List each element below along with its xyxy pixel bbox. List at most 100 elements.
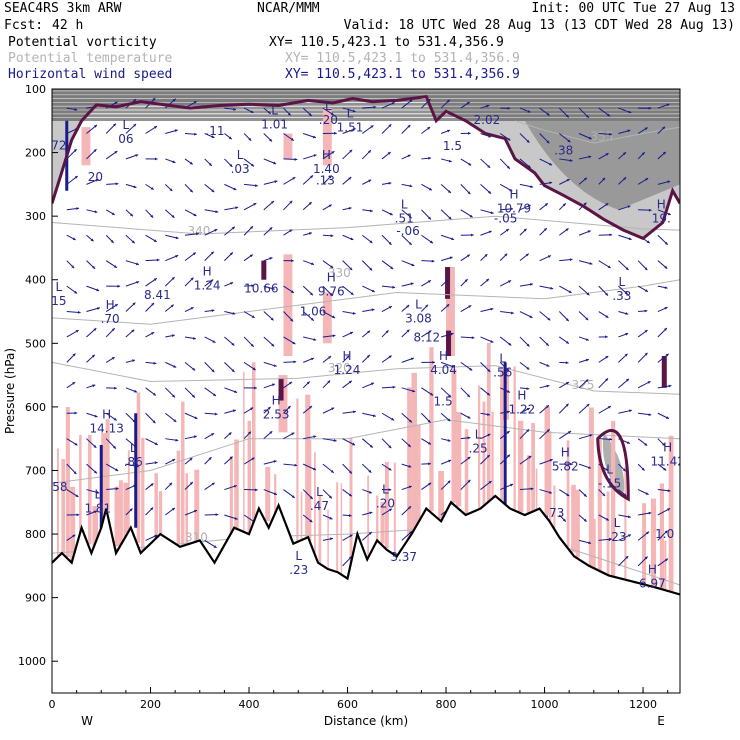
wind-vector-head — [628, 110, 632, 114]
wind-vector-head — [566, 382, 569, 385]
wind-vector-head — [565, 114, 569, 118]
pv-streak — [464, 429, 469, 515]
wind-vector-head — [189, 482, 193, 485]
pv-streak — [309, 440, 312, 542]
x-tick-label: 600 — [337, 698, 358, 711]
wind-vector-head — [388, 181, 392, 185]
wind-vector-head — [526, 366, 530, 370]
wind-vector-head — [310, 357, 314, 361]
wind-vector-head — [469, 214, 473, 218]
wind-vector-head — [171, 334, 175, 338]
wind-vector-head — [74, 411, 78, 415]
wind-vector-head — [546, 364, 550, 367]
wind-vector-head — [231, 226, 235, 230]
wind-vector-head — [150, 187, 154, 190]
wind-vector-head — [175, 438, 179, 442]
extremum-label: 8.12 — [413, 330, 440, 344]
wind-vector-head — [565, 340, 569, 344]
extremum-label: L1.81 — [84, 487, 111, 515]
pv-streak — [118, 480, 123, 549]
wind-vector-head — [310, 292, 313, 296]
wind-vector-head — [506, 165, 510, 169]
pv-streak — [296, 398, 299, 543]
extremum-value: .73 — [545, 506, 564, 520]
wind-vector-head — [407, 444, 411, 447]
extremum-label: L.56 — [493, 351, 512, 379]
wind-vector-head — [368, 150, 371, 154]
pv-streak — [127, 450, 130, 533]
extremum-value: 06 — [118, 132, 133, 146]
wind-vector-head — [193, 336, 196, 340]
extremum-value: 1.06 — [300, 304, 327, 318]
wind-vector-head — [252, 367, 256, 371]
wind-vector-head — [273, 161, 277, 165]
wind-vector-head — [388, 488, 392, 492]
wind-vector-head — [588, 541, 591, 545]
extremum-value: 3.37 — [390, 550, 417, 564]
wind-vector-head — [368, 469, 372, 473]
wind-vector-head — [92, 384, 96, 388]
wind-vector-head — [427, 127, 431, 130]
extremum-value: .13 — [316, 173, 335, 187]
wind-vector-head — [348, 493, 352, 497]
wind-vector-head — [468, 131, 471, 135]
extremum-kind: H — [322, 148, 331, 162]
wind-vector-head — [466, 254, 470, 258]
wind-vector-head — [111, 357, 115, 360]
extremum-value: .86 — [124, 455, 143, 469]
wind-vector-head — [248, 431, 251, 435]
wind-vector-head — [269, 257, 273, 260]
wind-vector-head — [208, 457, 212, 460]
extremum-value: 14.13 — [89, 421, 123, 435]
wind-vector-head — [235, 206, 239, 210]
wind-vector-head — [156, 258, 160, 262]
wind-vector-head — [609, 537, 612, 541]
pv-max-patch — [261, 260, 267, 280]
extremum-kind: L — [382, 482, 389, 496]
wind-vector-head — [132, 302, 136, 306]
theta-contour — [52, 215, 680, 235]
wind-vector-head — [526, 429, 530, 433]
x-axis-label: Distance (km) — [324, 714, 408, 728]
wind-vector-head — [270, 317, 274, 321]
wind-vector-head — [641, 152, 645, 156]
wind-vector-head — [153, 361, 157, 365]
wind-vector-head — [569, 159, 573, 162]
wind-vector-head — [306, 381, 310, 385]
wind-vector-head — [609, 132, 612, 136]
wind-vector-head — [528, 456, 532, 459]
wind-vector-head — [510, 207, 513, 211]
wind-vector-head — [565, 228, 569, 232]
extremum-label: L.33 — [612, 275, 631, 303]
wind-vector-head — [113, 265, 117, 268]
wind-vector-head — [90, 238, 94, 242]
wind-vector-head — [269, 431, 273, 435]
wind-vector-head — [509, 188, 513, 192]
wind-vector-head — [507, 454, 510, 458]
pv-patch — [278, 375, 288, 433]
wind-vector-head — [291, 432, 295, 436]
wind-vector-head — [130, 213, 133, 217]
wind-vector-head — [373, 414, 376, 418]
wind-vector-head — [570, 462, 573, 466]
wind-vector-head — [94, 470, 97, 474]
wind-vector-head — [408, 242, 412, 245]
wind-vector-head — [309, 496, 313, 499]
wind-vector-head — [250, 343, 254, 347]
extremum-label: H1.24 — [194, 264, 221, 292]
pv-streak — [544, 406, 551, 515]
pv-streak — [229, 456, 233, 536]
wind-vector-head — [467, 456, 471, 460]
wind-vector-head — [208, 163, 212, 166]
extremum-label: H19. — [652, 198, 671, 226]
extremum-value: .23 — [607, 530, 626, 544]
wind-vector-head — [150, 214, 154, 218]
wind-vector-head — [113, 445, 116, 449]
wind-vector-head — [545, 343, 549, 346]
extremum-value: .56 — [493, 365, 512, 379]
extremum-label: L3.08 — [405, 297, 432, 325]
wind-vector-head — [174, 129, 178, 133]
wind-vector-head — [407, 154, 411, 158]
wind-vector-head — [115, 468, 119, 471]
wind-vector-head — [602, 177, 606, 181]
